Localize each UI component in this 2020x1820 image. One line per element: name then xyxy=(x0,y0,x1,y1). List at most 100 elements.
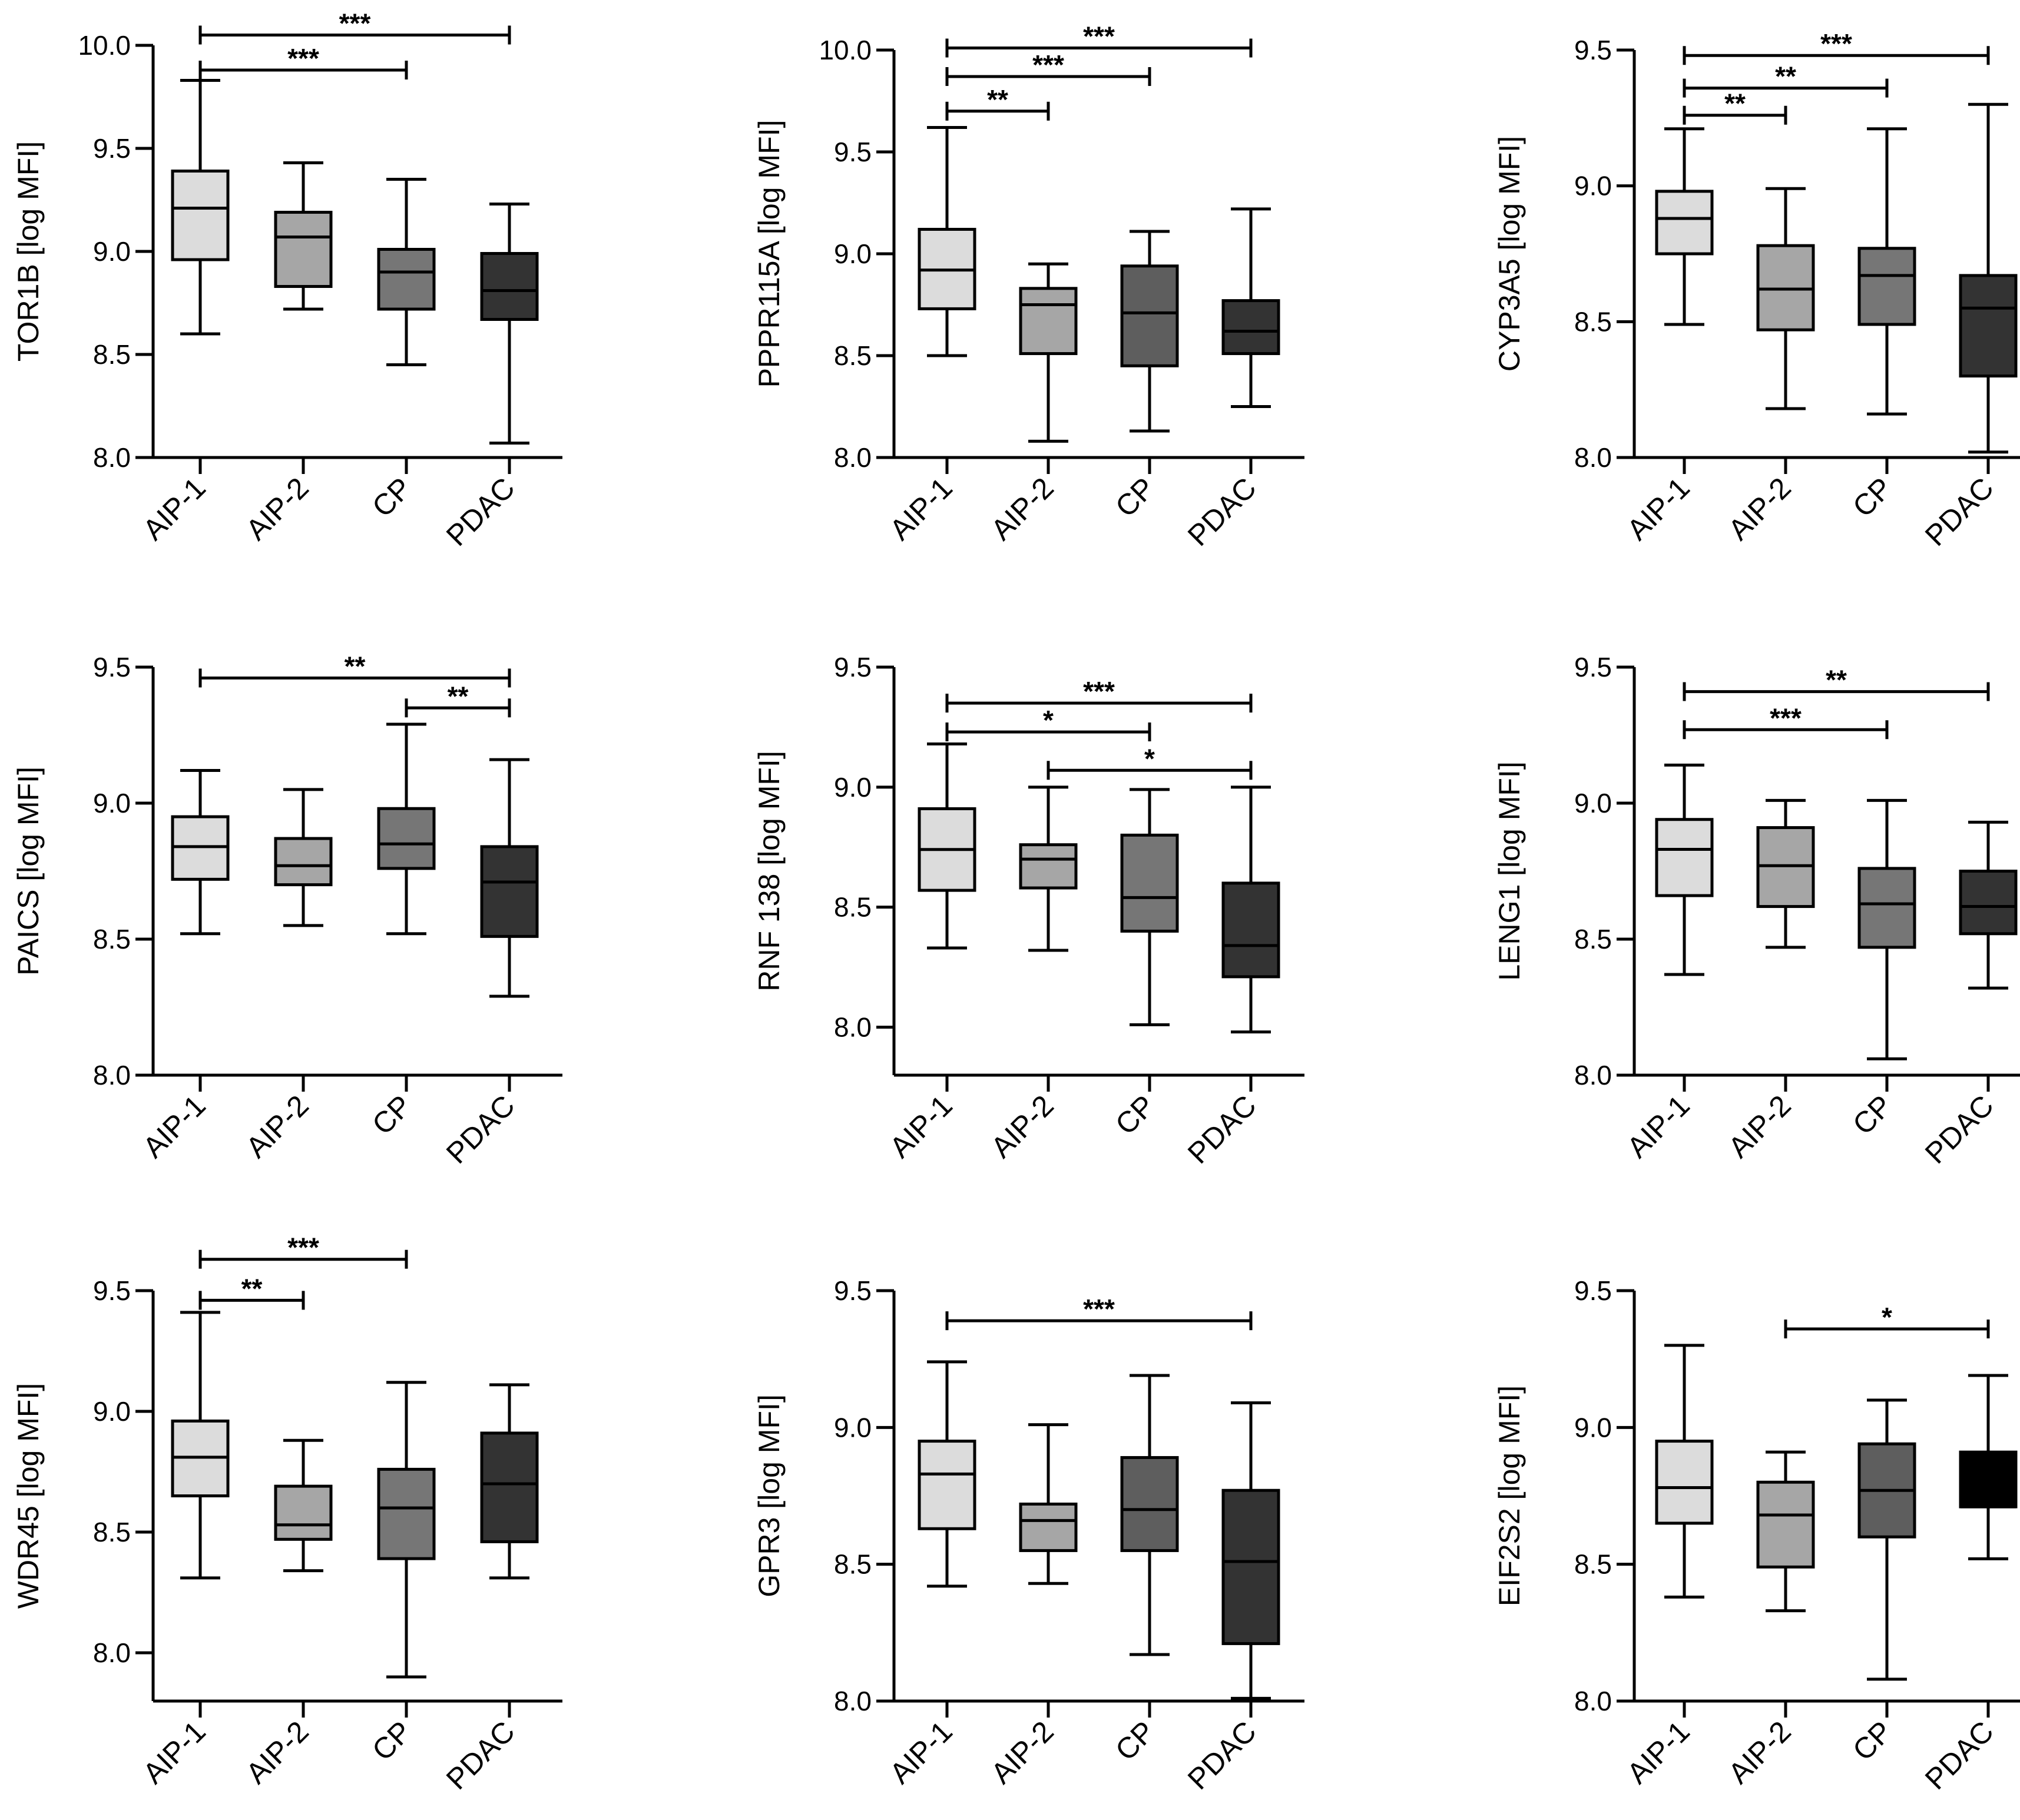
box-plot xyxy=(1019,1423,1078,1585)
significance-label: *** xyxy=(1820,28,1852,59)
significance-label: * xyxy=(1144,743,1155,774)
box-iqr xyxy=(274,211,333,288)
significance-label: *** xyxy=(1032,49,1064,80)
box-iqr xyxy=(918,1440,976,1530)
chart-panel: 8.0 8.5 9.0 9.5 CYP3A5 [log MFI] AIP-1 AIP-2 CP… xyxy=(1493,28,2020,552)
box-iqr xyxy=(480,845,539,938)
significance-bracket: *** xyxy=(1683,28,1990,65)
x-tick-label: AIP-1 xyxy=(883,1089,959,1164)
significance-label: ** xyxy=(1826,665,1847,695)
box-plot xyxy=(1959,820,2018,990)
box-plot xyxy=(377,178,436,366)
y-tick-label: 9.5 xyxy=(834,652,872,682)
x-tick-label: AIP-2 xyxy=(1722,471,1797,546)
box-iqr xyxy=(274,837,333,887)
box-plot xyxy=(1221,785,1280,1034)
box-plot xyxy=(480,758,539,998)
x-tick-label: CP xyxy=(366,1089,418,1141)
significance-label: *** xyxy=(1083,676,1115,707)
x-tick-label: AIP-2 xyxy=(1722,1089,1797,1164)
box-iqr xyxy=(1120,1456,1179,1552)
box-plot xyxy=(1221,1401,1280,1700)
box-iqr xyxy=(1221,1489,1280,1645)
y-tick-label: 8.0 xyxy=(93,1060,131,1090)
significance-bracket: *** xyxy=(945,21,1253,58)
significance-bracket: * xyxy=(1784,1302,1990,1339)
y-tick-label: 8.5 xyxy=(834,340,872,371)
box-plot xyxy=(171,769,230,936)
x-tick-label: CP xyxy=(1846,1715,1899,1767)
y-tick-label: 9.0 xyxy=(834,238,872,269)
box-plot xyxy=(274,788,333,927)
box-iqr xyxy=(1120,264,1179,367)
y-axis-label: PPPR115A [log MFI] xyxy=(753,120,786,388)
y-tick-label: 9.0 xyxy=(93,236,131,267)
x-tick-label: PDAC xyxy=(1919,471,2000,552)
box-plot xyxy=(1655,763,1714,976)
y-tick-label: 8.0 xyxy=(834,442,872,473)
box-plot xyxy=(1857,798,1916,1060)
box-iqr xyxy=(1857,247,1916,326)
x-tick-label: CP xyxy=(1109,471,1161,523)
y-tick-label: 8.0 xyxy=(93,1637,131,1668)
y-tick-label: 9.0 xyxy=(1574,788,1612,818)
significance-label: *** xyxy=(1083,1294,1115,1324)
y-tick-label: 8.5 xyxy=(93,924,131,954)
significance-label: *** xyxy=(1083,21,1115,52)
significance-bracket: *** xyxy=(198,8,511,45)
box-plot xyxy=(377,1381,436,1679)
y-axis-label: LENG1 [log MFI] xyxy=(1493,761,1526,980)
box-plot xyxy=(918,742,976,950)
box-iqr xyxy=(377,1467,436,1560)
x-tick-label: AIP-1 xyxy=(1621,471,1696,546)
box-plot xyxy=(377,722,436,936)
y-tick-label: 9.5 xyxy=(93,133,131,164)
y-axis-label: PAICS [log MFI] xyxy=(12,767,45,976)
significance-bracket: ** xyxy=(405,681,511,718)
x-tick-label: AIP-1 xyxy=(883,1715,959,1790)
chart-panel: 8.0 8.5 9.0 9.5 10.0 TOR1B [log MFI] AIP-1 AIP-… xyxy=(12,8,562,552)
y-axis-label: GPR3 [log MFI] xyxy=(753,1394,786,1597)
box-iqr xyxy=(1120,833,1179,933)
y-tick-label: 9.0 xyxy=(93,788,131,818)
box-plot xyxy=(1019,785,1078,952)
y-tick-label: 8.0 xyxy=(1574,1060,1612,1090)
significance-bracket: *** xyxy=(945,676,1253,713)
box-iqr xyxy=(1959,1450,2018,1509)
y-tick-label: 8.5 xyxy=(1574,924,1612,954)
x-tick-label: AIP-2 xyxy=(240,1089,315,1164)
chart-panel: 8.0 8.5 9.0 9.5 PAICS [log MFI] AIP-1 AIP-2 CP P… xyxy=(12,651,562,1170)
box-iqr xyxy=(274,1484,333,1541)
significance-bracket: ** xyxy=(1683,88,1787,125)
box-plot xyxy=(1857,1398,1916,1681)
box-iqr xyxy=(377,807,436,870)
x-tick-label: AIP-1 xyxy=(137,471,212,546)
y-tick-label: 9.5 xyxy=(1574,652,1612,682)
chart-panel: 8.0 8.5 9.0 9.5 LENG1 [log MFI] AIP-1 AIP-2 CP P… xyxy=(1493,652,2020,1170)
chart-panel: 8.0 8.5 9.0 9.5 WDR45 [log MFI] AIP-1 AIP-2 CP P… xyxy=(12,1232,562,1796)
box-plot xyxy=(1756,1450,1815,1613)
box-plot xyxy=(918,1360,976,1588)
box-plot xyxy=(274,161,333,311)
x-tick-label: PDAC xyxy=(1919,1715,2000,1796)
y-tick-label: 9.0 xyxy=(93,1396,131,1427)
y-axis-label: TOR1B [log MFI] xyxy=(12,141,45,362)
x-tick-label: AIP-1 xyxy=(1621,1715,1696,1790)
box-iqr xyxy=(1019,843,1078,890)
box-plot xyxy=(480,203,539,445)
box-plot xyxy=(1019,262,1078,443)
significance-label: *** xyxy=(1770,702,1802,733)
x-tick-label: PDAC xyxy=(1181,1089,1263,1170)
significance-label: * xyxy=(1882,1302,1892,1332)
box-iqr xyxy=(480,1431,539,1543)
x-tick-label: PDAC xyxy=(440,471,521,552)
significance-bracket: * xyxy=(1047,743,1253,780)
significance-bracket: ** xyxy=(1683,61,1889,98)
x-tick-label: PDAC xyxy=(1181,1715,1263,1796)
y-tick-label: 8.5 xyxy=(93,1517,131,1547)
x-tick-label: AIP-2 xyxy=(985,1089,1060,1164)
significance-label: ** xyxy=(987,84,1008,115)
box-plot xyxy=(1120,788,1179,1026)
chart-panel: 8.0 8.5 9.0 9.5 GPR3 [log MFI] AIP-1 AIP-2 CP PD… xyxy=(753,1275,1304,1796)
box-plot xyxy=(1221,207,1280,408)
